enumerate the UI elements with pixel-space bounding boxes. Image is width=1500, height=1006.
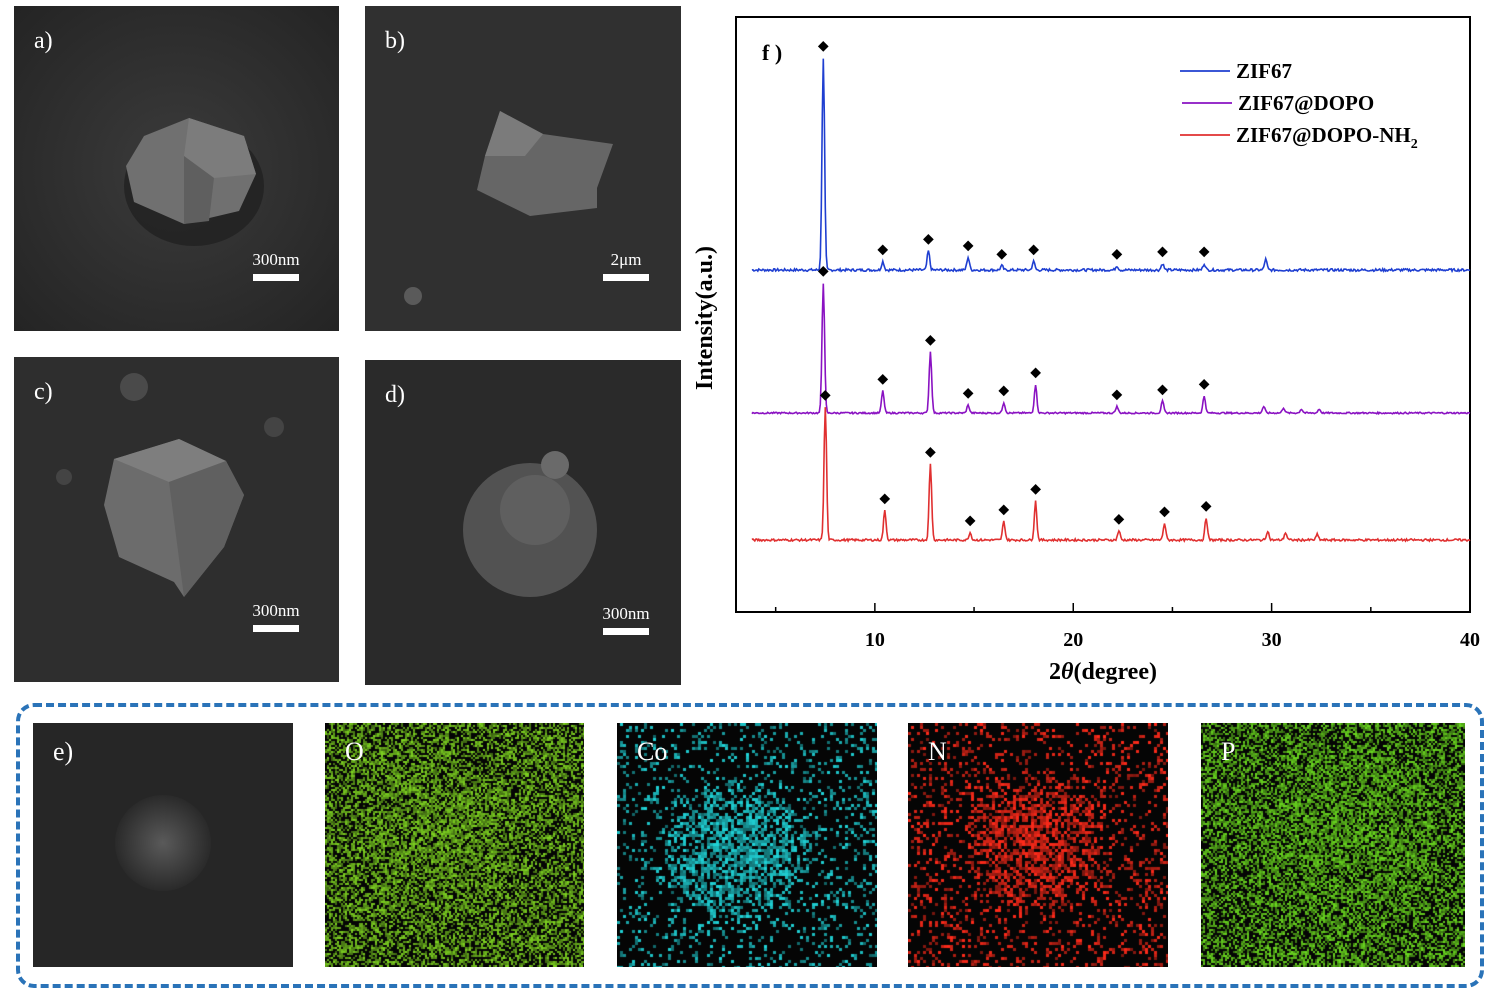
- peak-marker: ◆: [1157, 381, 1168, 397]
- eds-map-o-image: [325, 723, 584, 967]
- eds-element-label-o: O: [345, 737, 364, 766]
- peak-marker: ◆: [998, 383, 1009, 399]
- sem-micrograph-b: [365, 6, 681, 331]
- series-line: [751, 407, 1471, 543]
- scale-bar-line: [253, 625, 299, 632]
- scale-bar-label: 300nm: [252, 250, 300, 269]
- y-axis-label: Intensity(a.u.): [692, 246, 718, 390]
- eds-panel-label: e): [53, 737, 74, 766]
- peak-marker: ◆: [818, 263, 829, 279]
- scale-bar-b: 2μm: [591, 250, 661, 281]
- x-tick-label: 40: [1460, 629, 1480, 651]
- tick-layer: 10 20 30 40: [774, 603, 1480, 651]
- eds-sem-micrograph: [33, 723, 293, 967]
- legend-label: ZIF67@DOPO: [1238, 91, 1374, 115]
- peak-marker: ◆: [965, 513, 976, 529]
- x-tick-label: 30: [1262, 629, 1282, 651]
- scale-bar-d: 300nm: [591, 604, 661, 635]
- x-axis-label-suffix: (degree): [1073, 659, 1157, 685]
- scale-bar-label: 2μm: [610, 250, 642, 269]
- eds-map-p-image: [1201, 723, 1465, 967]
- scale-bar-line: [253, 274, 299, 281]
- sem-image-c: c) 300nm: [14, 357, 339, 682]
- legend-label-text: ZIF67@DOPO-NH: [1236, 123, 1411, 147]
- peak-marker: ◆: [879, 490, 890, 506]
- peak-marker: ◆: [963, 237, 974, 253]
- peak-marker: ◆: [1157, 244, 1168, 260]
- x-axis-label-symbol: θ: [1061, 659, 1074, 685]
- sem-image-d: d) 300nm: [365, 360, 681, 685]
- peak-marker: ◆: [996, 246, 1007, 262]
- peak-marker: ◆: [877, 371, 888, 387]
- x-tick-label: 20: [1063, 629, 1083, 651]
- sem-image-b: b) 2μm: [365, 6, 681, 331]
- peak-marker: ◆: [923, 231, 934, 247]
- x-axis-label: 2θ(degree): [1049, 659, 1157, 685]
- peak-marker: ◆: [1030, 364, 1041, 380]
- legend-label: ZIF67@DOPO-NH2: [1236, 123, 1418, 152]
- peak-marker: ◆: [1112, 387, 1123, 403]
- scale-bar-line: [603, 274, 649, 281]
- eds-map-o: O: [325, 723, 584, 967]
- peak-marker: ◆: [820, 387, 831, 403]
- scale-bar-c: 300nm: [241, 601, 311, 632]
- eds-map-n: N: [908, 723, 1168, 967]
- x-tick-label: 10: [865, 629, 885, 651]
- panel-label-a: a): [34, 28, 53, 54]
- xrd-chart: ◆ ◆ ◆ ◆ ◆ ◆ ◆ ◆ ◆ ◆ ◆ ◆ ◆ ◆ ◆ ◆ ◆ ◆ ◆ ◆ ◆ ◆ ◆ ◆ ◆ ◆ ◆ 10 20 30 40 f )…: [692, 16, 1480, 685]
- legend: ZIF67 ZIF67@DOPO ZIF67@DOPO-NH2: [1180, 59, 1418, 152]
- eds-element-label-p: P: [1221, 737, 1236, 766]
- scale-bar-a: 300nm: [241, 250, 311, 281]
- eds-sem-image: e): [33, 723, 293, 967]
- series-line: [751, 283, 1471, 416]
- eds-element-label-co: Co: [637, 737, 668, 766]
- peak-marker: ◆: [1199, 244, 1210, 260]
- sem-micrograph-c: [14, 357, 339, 682]
- legend-label-text: ZIF67: [1236, 59, 1292, 83]
- sem-image-a: a) 300nm: [14, 6, 339, 331]
- sem-micrograph-a: [14, 6, 339, 331]
- series-layer: [751, 58, 1471, 543]
- scale-bar-label: 300nm: [602, 604, 650, 623]
- plot-frame: [735, 16, 1471, 613]
- peak-marker: ◆: [1112, 246, 1123, 262]
- peak-marker: ◆: [925, 444, 936, 460]
- scale-bar-label: 300nm: [252, 601, 300, 620]
- x-axis-label-prefix: 2: [1049, 659, 1061, 685]
- peak-marker: ◆: [818, 38, 829, 54]
- legend-label-text: ZIF67@DOPO: [1238, 91, 1374, 115]
- marker-layer: ◆ ◆ ◆ ◆ ◆ ◆ ◆ ◆ ◆ ◆ ◆ ◆ ◆ ◆ ◆ ◆ ◆ ◆ ◆ ◆ ◆ ◆ ◆ ◆ ◆ ◆ ◆: [818, 38, 1212, 529]
- peak-marker: ◆: [963, 385, 974, 401]
- eds-map-n-image: [908, 723, 1168, 967]
- peak-marker: ◆: [925, 332, 936, 348]
- eds-map-p: P: [1201, 723, 1465, 967]
- peak-marker: ◆: [1159, 503, 1170, 519]
- peak-marker: ◆: [998, 502, 1009, 518]
- legend-label: ZIF67: [1236, 59, 1292, 83]
- eds-mapping-box: e) O Co N P: [16, 703, 1484, 988]
- eds-element-label-n: N: [928, 737, 947, 766]
- panel-label-c: c): [34, 379, 53, 405]
- legend-label-subscript: 2: [1411, 137, 1418, 152]
- peak-marker: ◆: [1201, 498, 1212, 514]
- eds-map-co-image: [617, 723, 877, 967]
- peak-marker: ◆: [1028, 242, 1039, 258]
- peak-marker: ◆: [1114, 511, 1125, 527]
- series-line: [751, 58, 1471, 274]
- sem-micrograph-d: [365, 360, 681, 685]
- panel-label-d: d): [385, 382, 405, 408]
- peak-marker: ◆: [1199, 376, 1210, 392]
- peak-marker: ◆: [1030, 481, 1041, 497]
- chart-panel-label: f ): [762, 40, 782, 65]
- eds-map-co: Co: [617, 723, 877, 967]
- panel-label-b: b): [385, 28, 405, 54]
- scale-bar-line: [603, 628, 649, 635]
- peak-marker: ◆: [877, 242, 888, 258]
